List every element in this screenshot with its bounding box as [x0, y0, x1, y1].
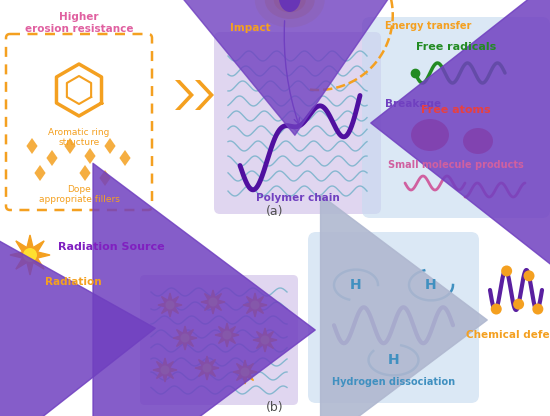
Text: (b): (b): [266, 401, 284, 414]
Text: Hydrogen dissociation: Hydrogen dissociation: [332, 377, 455, 387]
Polygon shape: [26, 138, 37, 154]
Polygon shape: [243, 293, 267, 317]
Text: H: H: [350, 278, 362, 292]
Polygon shape: [79, 165, 91, 181]
Ellipse shape: [240, 367, 250, 376]
FancyBboxPatch shape: [308, 232, 479, 403]
Polygon shape: [175, 80, 194, 110]
Polygon shape: [233, 360, 257, 384]
FancyBboxPatch shape: [140, 275, 298, 405]
Ellipse shape: [279, 0, 301, 12]
Ellipse shape: [161, 366, 169, 374]
Polygon shape: [158, 293, 182, 317]
Text: Breakage: Breakage: [385, 99, 441, 109]
Polygon shape: [10, 235, 50, 275]
Text: Free atoms: Free atoms: [421, 105, 491, 115]
Polygon shape: [100, 170, 111, 186]
Polygon shape: [215, 323, 239, 347]
Ellipse shape: [524, 270, 535, 281]
Polygon shape: [119, 150, 130, 166]
FancyBboxPatch shape: [214, 32, 381, 214]
Polygon shape: [46, 150, 58, 166]
Text: Higher
erosion resistance: Higher erosion resistance: [25, 12, 133, 34]
Ellipse shape: [513, 299, 524, 310]
Ellipse shape: [532, 304, 543, 314]
Polygon shape: [195, 80, 214, 110]
Text: Polymer chain: Polymer chain: [256, 193, 339, 203]
Ellipse shape: [180, 334, 190, 342]
Text: H: H: [425, 278, 437, 292]
Text: Radiation: Radiation: [45, 277, 102, 287]
Text: Free radicals: Free radicals: [416, 42, 496, 52]
Ellipse shape: [166, 300, 174, 310]
Ellipse shape: [223, 330, 232, 339]
Ellipse shape: [265, 0, 315, 19]
Polygon shape: [201, 290, 225, 314]
Ellipse shape: [501, 265, 512, 277]
Ellipse shape: [250, 300, 260, 310]
Polygon shape: [173, 326, 197, 350]
Ellipse shape: [23, 248, 37, 262]
Text: Small molecule products: Small molecule products: [388, 160, 524, 170]
Ellipse shape: [274, 0, 306, 12]
Text: Radiation Source: Radiation Source: [58, 242, 164, 252]
Polygon shape: [153, 358, 177, 382]
Text: Energy transfer: Energy transfer: [385, 21, 471, 31]
Polygon shape: [104, 138, 116, 154]
Ellipse shape: [491, 304, 502, 314]
Ellipse shape: [411, 119, 449, 151]
Text: Dope
appropriate fillers: Dope appropriate fillers: [39, 185, 119, 204]
Polygon shape: [64, 138, 75, 154]
Polygon shape: [253, 328, 277, 352]
Ellipse shape: [202, 364, 212, 372]
Text: Chemical defects: Chemical defects: [465, 330, 550, 340]
Polygon shape: [195, 356, 219, 380]
Polygon shape: [35, 165, 46, 181]
Ellipse shape: [261, 335, 270, 344]
Polygon shape: [84, 148, 96, 164]
Text: Impact: Impact: [230, 23, 271, 33]
Ellipse shape: [208, 297, 217, 307]
Text: (a): (a): [266, 206, 284, 218]
FancyBboxPatch shape: [362, 17, 550, 218]
Text: H: H: [388, 353, 399, 367]
Text: Aromatic ring
structure: Aromatic ring structure: [48, 128, 109, 147]
Ellipse shape: [255, 0, 324, 27]
Ellipse shape: [463, 128, 493, 154]
